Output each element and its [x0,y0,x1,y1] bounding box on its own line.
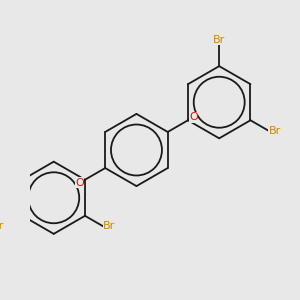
Text: O: O [75,178,84,188]
Text: Br: Br [103,221,116,231]
Text: Br: Br [269,126,281,136]
Text: O: O [189,112,198,122]
Text: Br: Br [0,221,4,231]
Text: Br: Br [213,35,225,45]
